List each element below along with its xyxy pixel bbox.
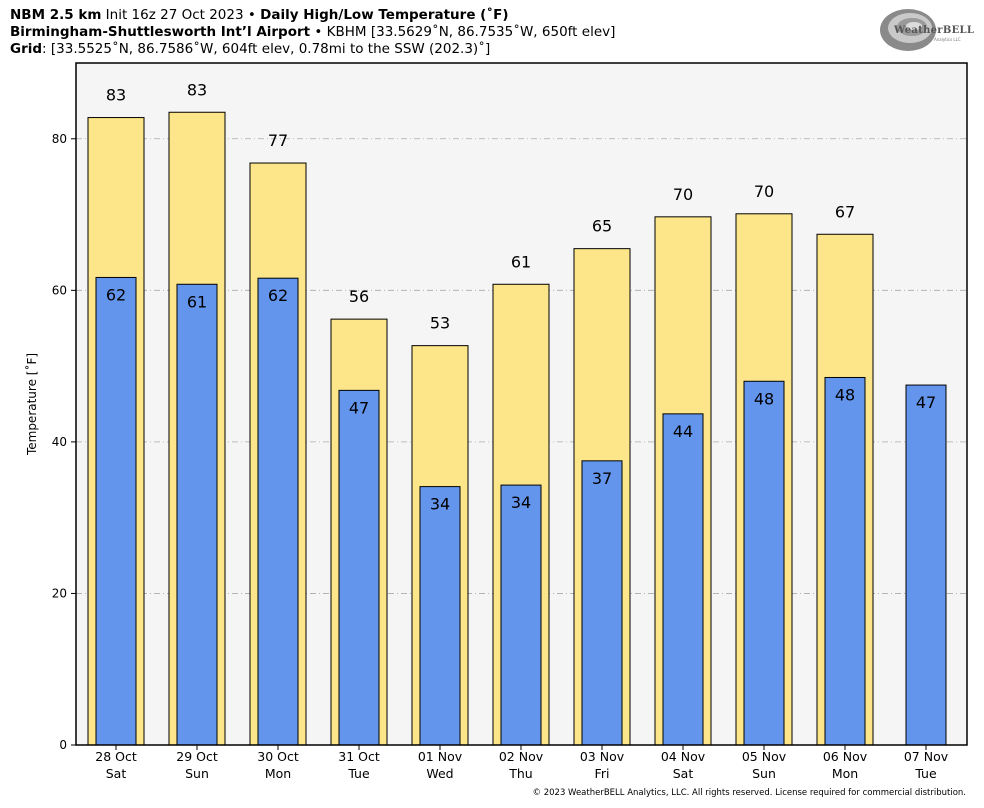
low-bar — [257, 277, 299, 746]
x-axis: 28 Oct Sat 29 Oct Sun 30 Oct Mon 31 Oct Tue 01 N… — [95, 745, 949, 781]
x-tick-label-date: 31 Oct — [338, 749, 380, 764]
high-value-label: 61 — [511, 252, 531, 271]
model-name: NBM 2.5 km — [10, 7, 102, 23]
init-time: Init 16z 27 Oct 2023 • — [101, 7, 261, 23]
x-tick-label-day: Mon — [265, 766, 291, 781]
station-location: • KBHM [33.5629˚N, 86.7535˚W, 650ft elev… — [310, 24, 616, 40]
low-bar — [581, 460, 623, 746]
high-value-label: 77 — [268, 131, 288, 150]
low-value-label: 62 — [106, 285, 126, 304]
low-bar — [95, 276, 137, 746]
plot-frame — [75, 62, 968, 746]
high-value-label: 56 — [349, 287, 369, 306]
low-bar — [419, 486, 461, 746]
low-bar — [500, 484, 542, 746]
low-value-label: 47 — [916, 393, 936, 412]
low-bar — [905, 384, 947, 746]
y-tick-label: 60 — [52, 283, 67, 297]
station-name: Birmingham-Shuttlesworth Int’l Airport — [10, 24, 311, 40]
x-tick-label-date: 28 Oct — [95, 749, 137, 764]
low-bar — [662, 413, 704, 746]
x-tick-label-day: Tue — [347, 766, 370, 781]
low-bar — [824, 376, 866, 746]
low-value-label: 34 — [511, 493, 531, 512]
x-tick-label-date: 30 Oct — [257, 749, 299, 764]
high-value-label: 70 — [754, 182, 774, 201]
y-tick-label: 0 — [59, 738, 67, 752]
low-labels: 62 61 62 47 34 34 37 44 48 48 47 — [106, 285, 936, 513]
swirl-logo-icon — [880, 9, 936, 51]
x-tick-label-day: Sat — [673, 766, 694, 781]
high-value-label: 53 — [430, 314, 450, 333]
low-bar — [338, 389, 380, 746]
x-tick-label-date: 29 Oct — [176, 749, 218, 764]
low-value-label: 48 — [754, 389, 774, 408]
low-bar — [176, 283, 218, 746]
low-value-label: 61 — [187, 292, 207, 311]
product-name: Daily High/Low Temperature (˚F) — [260, 7, 509, 23]
x-tick-label-date: 03 Nov — [580, 749, 625, 764]
x-tick-label-date: 02 Nov — [499, 749, 544, 764]
x-tick-label-day: Fri — [595, 766, 610, 781]
grid-location: : [33.5525˚N, 86.7586˚W, 604ft elev, 0.7… — [42, 41, 491, 57]
y-axis-label: Temperature [˚F] — [24, 353, 39, 456]
x-tick-label-date: 07 Nov — [904, 749, 949, 764]
low-value-label: 48 — [835, 385, 855, 404]
header-line-3: Grid: [33.5525˚N, 86.7586˚W, 604ft elev,… — [10, 41, 490, 58]
low-value-label: 44 — [673, 422, 693, 441]
y-tick-label: 80 — [52, 132, 67, 146]
x-tick-label-date: 01 Nov — [418, 749, 463, 764]
x-tick-label-date: 04 Nov — [661, 749, 706, 764]
high-value-label: 67 — [835, 202, 855, 221]
high-labels: 83 83 77 56 53 61 65 70 70 67 — [106, 80, 855, 332]
header-line-2: Birmingham-Shuttlesworth Int’l Airport •… — [10, 24, 615, 41]
high-value-label: 83 — [106, 86, 126, 105]
low-bar — [743, 380, 785, 746]
high-value-label: 83 — [187, 80, 207, 99]
weatherbell-logo: WeatherBELL Analytics LLC — [878, 6, 974, 54]
header-line-1: NBM 2.5 km Init 16z 27 Oct 2023 • Daily … — [10, 7, 509, 24]
x-tick-label-day: Sun — [752, 766, 776, 781]
y-tick-label: 20 — [52, 586, 67, 600]
high-value-label: 65 — [592, 217, 612, 236]
x-tick-label-day: Tue — [914, 766, 937, 781]
low-value-label: 47 — [349, 398, 369, 417]
y-tick-label: 40 — [52, 435, 67, 449]
x-tick-label-day: Sat — [106, 766, 127, 781]
x-tick-label-date: 05 Nov — [742, 749, 787, 764]
logo-subtext: Analytics LLC — [934, 37, 961, 42]
low-value-label: 62 — [268, 286, 288, 305]
high-value-label: 70 — [673, 185, 693, 204]
x-tick-label-day: Wed — [426, 766, 453, 781]
logo-text: WeatherBELL — [894, 25, 975, 36]
x-tick-label-day: Mon — [832, 766, 858, 781]
copyright-notice: © 2023 WeatherBELL Analytics, LLC. All r… — [532, 788, 966, 798]
low-value-label: 34 — [430, 495, 450, 514]
grid-label: Grid — [10, 41, 43, 57]
y-axis: 0 20 40 60 80 — [52, 132, 76, 752]
x-tick-label-day: Thu — [508, 766, 532, 781]
low-bars — [95, 276, 947, 746]
x-tick-label-date: 06 Nov — [823, 749, 868, 764]
x-tick-label-day: Sun — [185, 766, 209, 781]
low-value-label: 37 — [592, 469, 612, 488]
